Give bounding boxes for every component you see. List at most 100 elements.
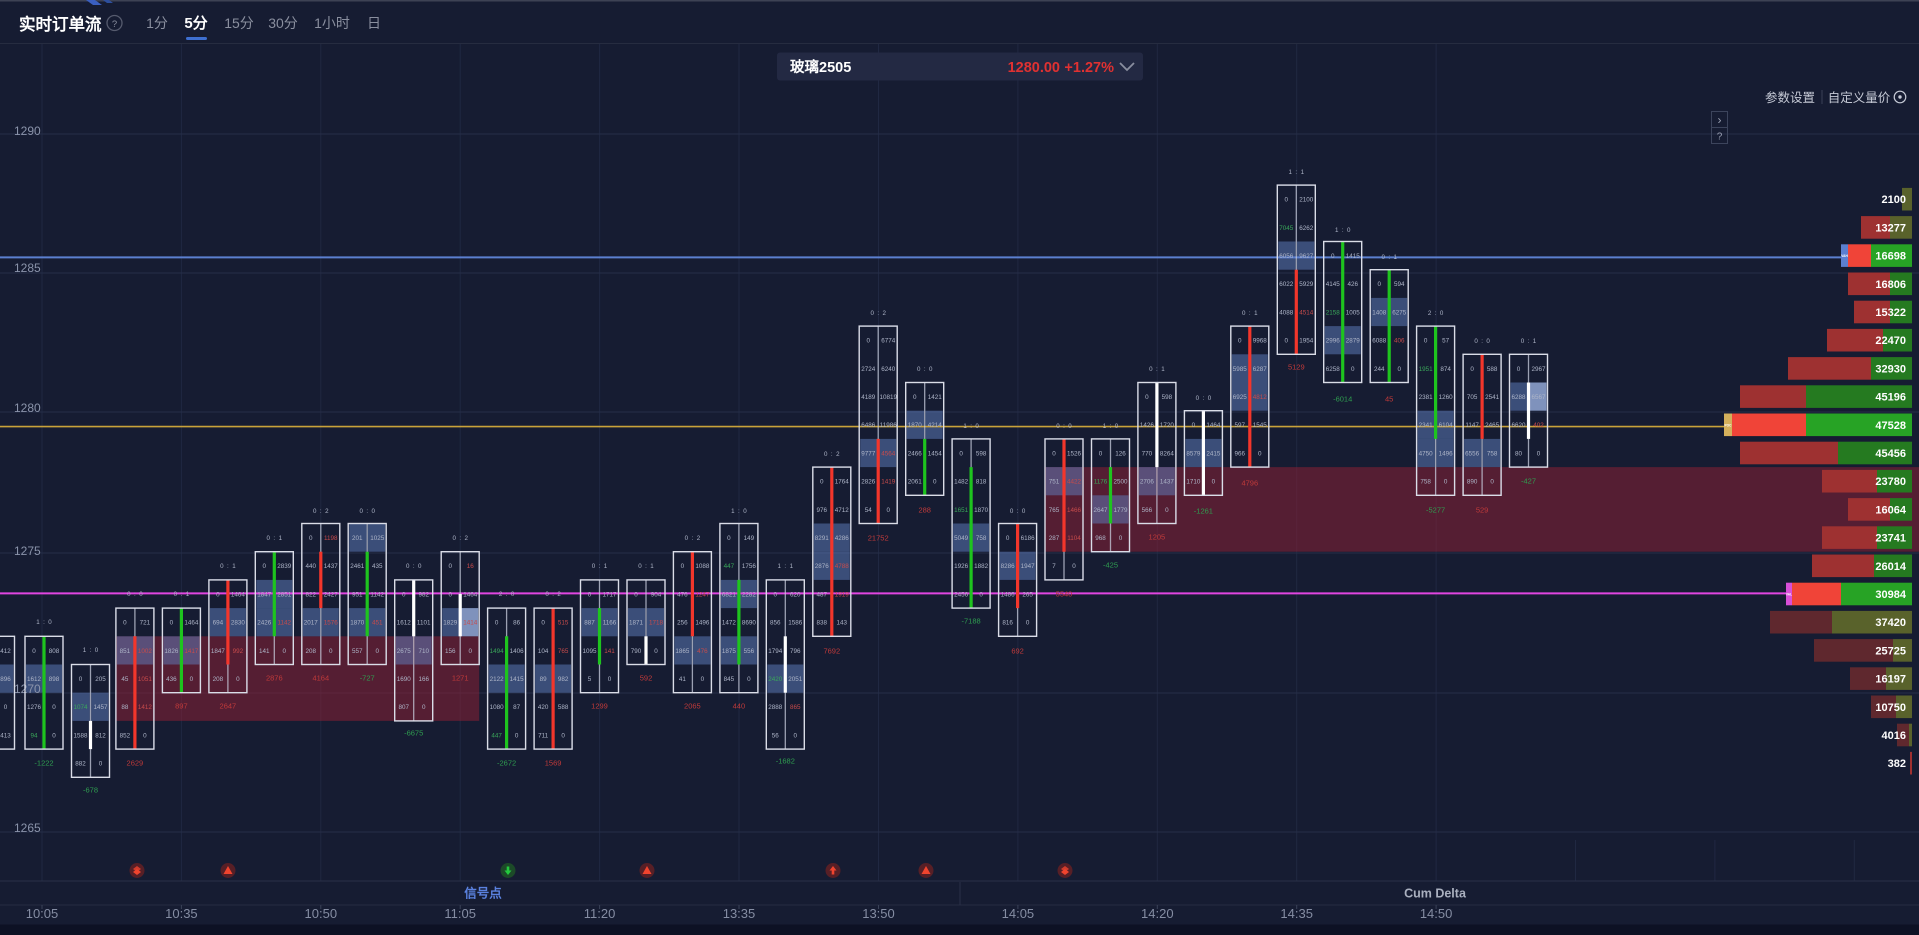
svg-text:0 : 0: 0 : 0 [1010,508,1026,515]
svg-text:201: 201 [352,535,363,542]
svg-text:0: 0 [1145,394,1149,401]
svg-text:2100: 2100 [1299,197,1314,204]
svg-text:1260: 1260 [1439,394,1454,401]
svg-text:0: 0 [143,732,147,739]
svg-text:2830: 2830 [231,620,246,627]
svg-text:705: 705 [1467,394,1478,401]
svg-text:0: 0 [747,676,751,683]
svg-text:0: 0 [727,535,731,542]
svg-text:-5277: -5277 [1426,506,1445,515]
svg-text:1 : 0: 1 : 0 [36,619,52,626]
svg-text:2888: 2888 [768,704,783,711]
svg-text:382: 382 [1888,758,1906,770]
svg-text:2996: 2996 [1326,338,1341,345]
svg-text:23780: 23780 [1875,476,1906,488]
svg-text:16806: 16806 [1875,279,1906,291]
svg-text:?: ? [112,19,117,30]
svg-text:1421: 1421 [928,394,943,401]
svg-text:1717: 1717 [602,591,617,598]
svg-text:0: 0 [99,761,103,768]
svg-text:0 : 1: 0 : 1 [638,563,654,570]
svg-text:0: 0 [375,648,379,655]
svg-text:0: 0 [1072,563,1076,570]
svg-text:1 : 1: 1 : 1 [1289,169,1305,176]
svg-text:2879: 2879 [1346,338,1361,345]
svg-text:166: 166 [418,676,429,683]
svg-text:6821: 6821 [722,591,737,598]
svg-text:0: 0 [561,732,565,739]
svg-text:904: 904 [651,591,662,598]
svg-text:1437: 1437 [1160,479,1175,486]
svg-text:6056: 6056 [1279,253,1294,260]
svg-text:1720: 1720 [1160,422,1175,429]
svg-text:0: 0 [866,338,870,345]
svg-text:1710: 1710 [1186,479,1201,486]
svg-text:2629: 2629 [127,759,144,768]
svg-text:5分: 5分 [184,15,207,32]
svg-text:812: 812 [95,732,106,739]
svg-text:1847: 1847 [257,591,272,598]
svg-text:6104: 6104 [1439,422,1454,429]
svg-text:2647: 2647 [1093,507,1108,514]
svg-text:2541: 2541 [1485,394,1500,401]
svg-text:2851: 2851 [277,591,292,598]
svg-text:1586: 1586 [788,620,803,627]
svg-text:1612: 1612 [397,620,412,627]
svg-text:8286: 8286 [1001,563,1016,570]
svg-text:0: 0 [448,563,452,570]
svg-text:0: 0 [681,563,685,570]
svg-text:0: 0 [774,591,778,598]
svg-text:0 : 2: 0 : 2 [313,508,329,515]
svg-text:-678: -678 [83,786,98,795]
svg-text:1486: 1486 [1001,591,1016,598]
svg-text:11:20: 11:20 [584,906,616,921]
svg-text:0: 0 [886,507,890,514]
svg-text:845: 845 [724,676,735,683]
svg-text:16: 16 [467,563,475,570]
svg-text:1205: 1205 [1149,533,1166,542]
svg-text:0 : 1: 0 : 1 [1381,254,1397,261]
svg-text:8579: 8579 [1186,450,1201,457]
svg-text:1756: 1756 [742,563,757,570]
svg-text:406: 406 [1394,338,1405,345]
svg-text:VAH: VAH [1841,254,1848,258]
svg-text:1142: 1142 [278,620,292,627]
svg-text:1406: 1406 [510,648,525,655]
svg-text:874: 874 [1440,366,1451,373]
svg-text:15分: 15分 [224,15,254,31]
svg-text:1870: 1870 [908,422,923,429]
svg-text:-7188: -7188 [962,617,981,626]
svg-text:126: 126 [1115,450,1126,457]
svg-text:529: 529 [1476,506,1489,515]
svg-text:1871: 1871 [629,620,644,627]
svg-text:6287: 6287 [1253,366,1268,373]
svg-text:0: 0 [1238,338,1242,345]
svg-text:37420: 37420 [1875,617,1906,629]
svg-text:2017: 2017 [304,620,319,627]
svg-text:838: 838 [817,620,828,627]
svg-text:1464: 1464 [231,591,246,598]
svg-text:265: 265 [1022,591,1033,598]
svg-text:1829: 1829 [443,620,458,627]
svg-text:16698: 16698 [1875,251,1906,263]
svg-text:11:05: 11:05 [444,906,476,921]
svg-text:982: 982 [558,676,569,683]
svg-text:1764: 1764 [835,479,850,486]
svg-text:0 : 0: 0 : 0 [917,366,933,373]
svg-text:6774: 6774 [881,338,896,345]
svg-text:0: 0 [1397,366,1401,373]
svg-text:1271: 1271 [452,674,469,683]
svg-text:2675: 2675 [397,648,412,655]
svg-text:0: 0 [1444,479,1448,486]
svg-text:21752: 21752 [868,534,889,543]
svg-text:1408: 1408 [1372,309,1387,316]
svg-text:1166: 1166 [603,620,617,627]
svg-text:10819: 10819 [879,394,897,401]
svg-text:94: 94 [30,732,38,739]
svg-text:1545: 1545 [1253,422,1268,429]
svg-text:5129: 5129 [1288,363,1305,372]
svg-text:6620: 6620 [1511,422,1526,429]
svg-text:4016: 4016 [1882,730,1906,742]
svg-text:487: 487 [817,591,828,598]
svg-text:15322: 15322 [1875,307,1906,319]
